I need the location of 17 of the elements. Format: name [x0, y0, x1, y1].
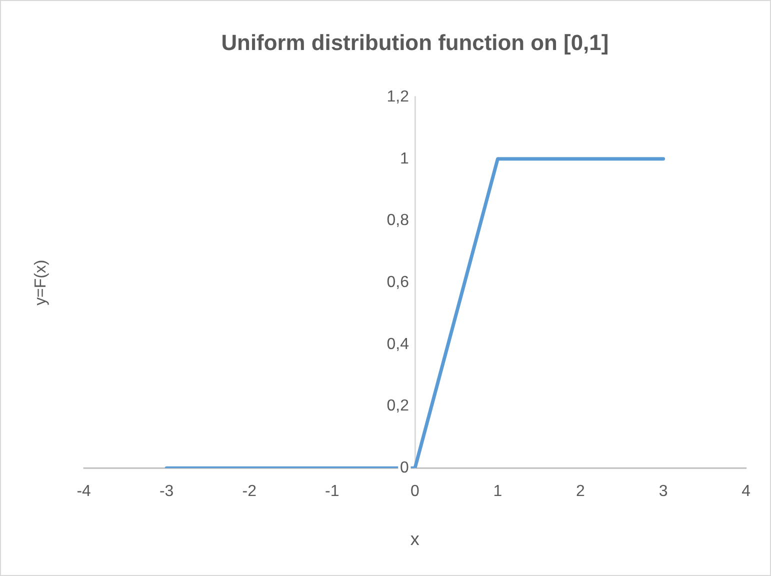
- y-tick-label: 0,6: [386, 274, 410, 292]
- y-tick-label: 0,8: [386, 212, 410, 230]
- x-tick-label: -4: [76, 483, 92, 500]
- x-tick-label: 3: [658, 483, 668, 500]
- x-tick-label: -2: [242, 483, 257, 500]
- y-tick-label: 1,2: [386, 88, 410, 106]
- x-tick-label: 1: [493, 483, 502, 500]
- y-axis-title: y=F(x): [32, 260, 50, 306]
- y-tick-label: 0,2: [386, 398, 410, 415]
- x-axis-title: x: [410, 528, 420, 549]
- x-tick-label: -1: [325, 483, 340, 500]
- y-tick-label: 1: [400, 150, 410, 168]
- x-tick-label: 2: [576, 483, 586, 500]
- x-tick-label: -3: [159, 483, 174, 500]
- x-tick-label: 4: [742, 483, 751, 500]
- chart-title: Uniform distribution function on [0,1]: [221, 30, 609, 56]
- y-tick-label: 0,4: [386, 336, 410, 353]
